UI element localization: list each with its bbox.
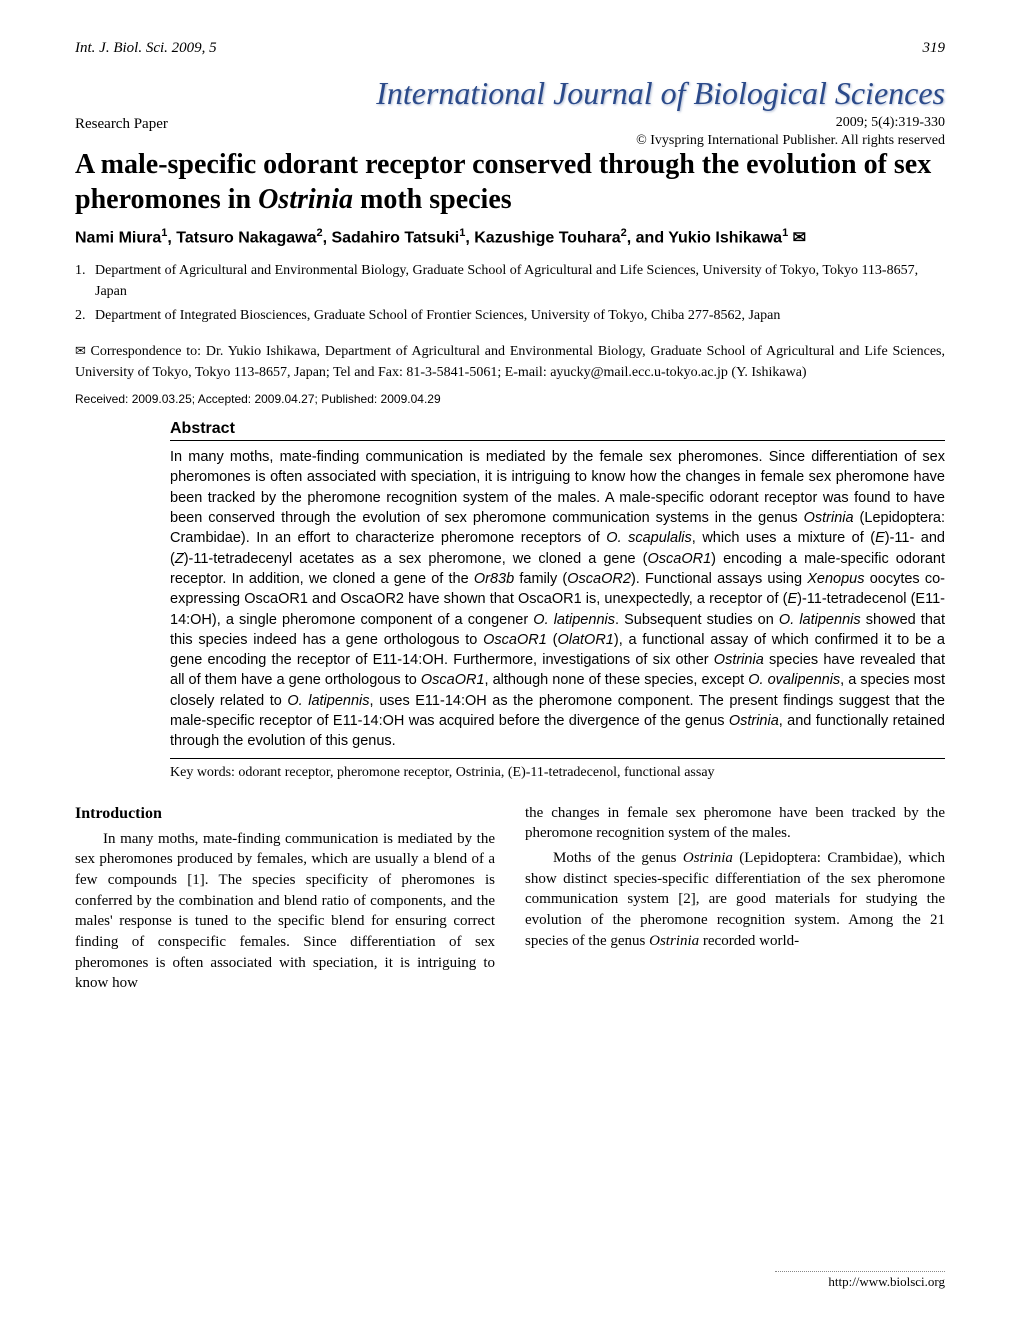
column-right: the changes in female sex pheromone have… (525, 803, 945, 995)
affiliation-text: Department of Agricultural and Environme… (95, 260, 945, 303)
footer: http://www.biolsci.org (775, 1271, 945, 1290)
column-left: Introduction In many moths, mate-finding… (75, 803, 495, 995)
abstract-text: In many moths, mate-finding communicatio… (170, 447, 945, 758)
envelope-icon: ✉ (75, 343, 90, 358)
abstract-block: Abstract In many moths, mate-finding com… (170, 420, 945, 780)
keywords: Key words: odorant receptor, pheromone r… (170, 765, 945, 781)
affiliation-number: 1. (75, 260, 95, 303)
article-title: A male-specific odorant receptor conserv… (75, 147, 945, 217)
section-label: Research Paper (75, 116, 945, 133)
intro-paragraph: In many moths, mate-finding communicatio… (75, 829, 495, 995)
intro-paragraph: Moths of the genus Ostrinia (Lepidoptera… (525, 848, 945, 951)
page-number: 319 (923, 40, 946, 57)
issue-line: 2009; 5(4):319-330 (836, 115, 945, 130)
footer-divider (775, 1271, 945, 1272)
running-header: Int. J. Biol. Sci. 2009, 5 319 (75, 40, 945, 57)
affiliation-row: 2. Department of Integrated Biosciences,… (75, 305, 945, 327)
affiliation-number: 2. (75, 305, 95, 327)
title-suffix: moth species (353, 184, 512, 215)
affiliation-row: 1. Department of Agricultural and Enviro… (75, 260, 945, 303)
copyright: © Ivyspring International Publisher. All… (636, 133, 945, 148)
body-columns: Introduction In many moths, mate-finding… (75, 803, 945, 995)
intro-heading: Introduction (75, 803, 495, 825)
correspondence: ✉ Correspondence to: Dr. Yukio Ishikawa,… (75, 341, 945, 384)
title-italic: Ostrinia (258, 184, 353, 215)
footer-url: http://www.biolsci.org (828, 1274, 945, 1289)
author-list: Nami Miura1, Tatsuro Nakagawa2, Sadahiro… (75, 227, 945, 247)
affiliation-text: Department of Integrated Biosciences, Gr… (95, 305, 780, 327)
correspondence-text: Correspondence to: Dr. Yukio Ishikawa, D… (75, 344, 945, 381)
journal-title: International Journal of Biological Scie… (75, 75, 945, 112)
intro-paragraph: the changes in female sex pheromone have… (525, 803, 945, 844)
running-title: Int. J. Biol. Sci. 2009, 5 (75, 40, 217, 57)
affiliations: 1. Department of Agricultural and Enviro… (75, 260, 945, 327)
abstract-heading: Abstract (170, 420, 945, 441)
publication-dates: Received: 2009.03.25; Accepted: 2009.04.… (75, 392, 945, 406)
